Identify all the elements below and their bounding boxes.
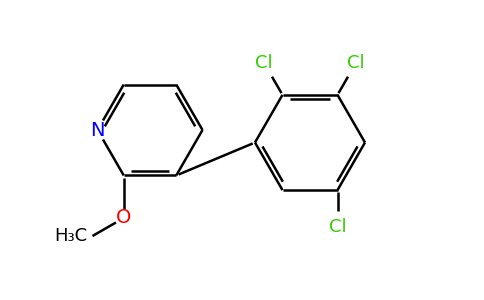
Text: Cl: Cl [329, 218, 347, 236]
Text: H₃C: H₃C [54, 227, 88, 245]
Text: Cl: Cl [255, 54, 273, 72]
Text: Cl: Cl [347, 54, 365, 72]
Text: N: N [90, 121, 105, 140]
Text: O: O [116, 208, 132, 227]
